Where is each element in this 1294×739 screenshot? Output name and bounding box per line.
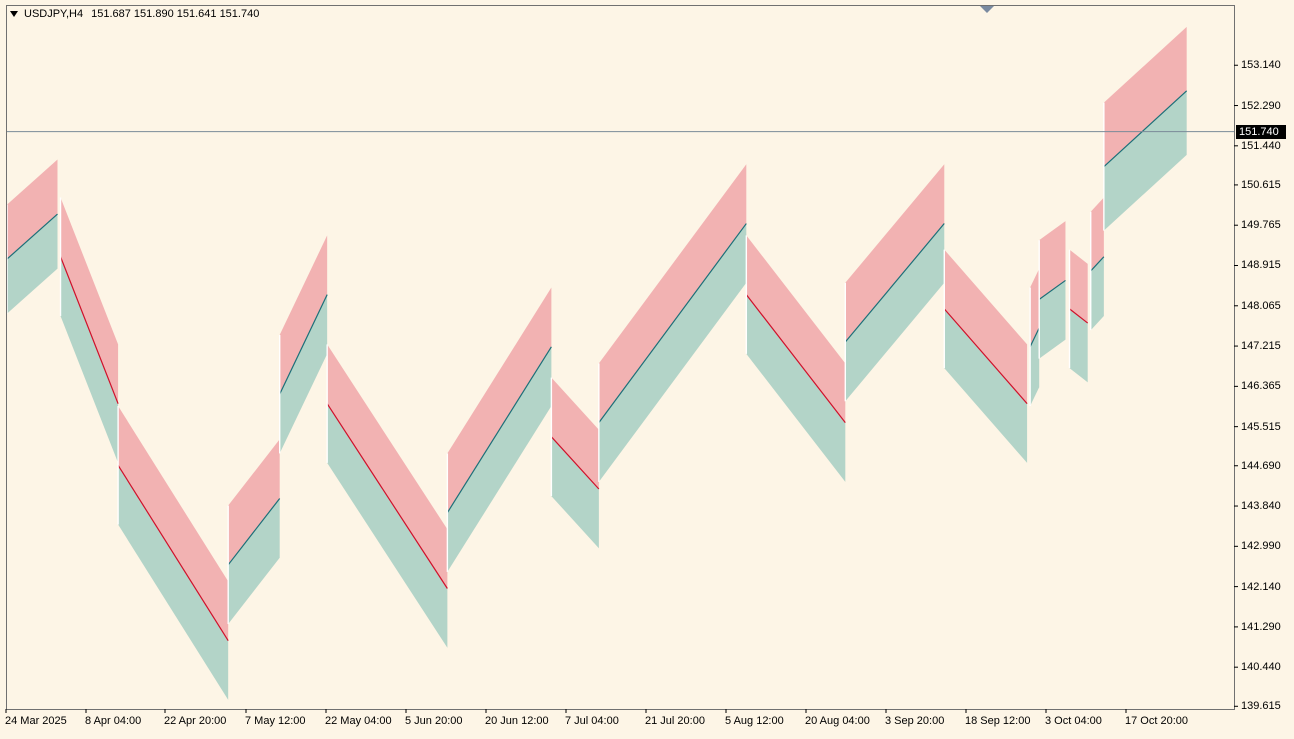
uptrend-midline	[1090, 256, 1105, 272]
downtrend-midline	[117, 464, 229, 641]
upper-band-segment	[118, 406, 229, 641]
chart-shift-marker-icon[interactable]	[980, 6, 994, 13]
price-tick-label: 150.615	[1241, 178, 1281, 191]
upper-band-segment	[1030, 268, 1040, 347]
lower-band-segment	[1090, 256, 1104, 331]
lower-band-segment	[447, 346, 552, 572]
upper-band-segment	[598, 164, 747, 423]
uptrend-midline	[1029, 327, 1040, 348]
time-tick-label: 3 Oct 04:00	[1045, 715, 1102, 727]
lower-band-segment	[228, 498, 280, 625]
lower-band-segment	[551, 436, 599, 549]
lower-band-segment	[327, 403, 448, 648]
lower-band-segment	[944, 308, 1028, 463]
dropdown-triangle-icon[interactable]	[10, 11, 18, 17]
bands-layer	[7, 26, 1188, 700]
uptrend-midline	[7, 213, 58, 260]
uptrend-midline	[1103, 90, 1188, 168]
upper-band-segment	[228, 439, 280, 565]
uptrend-midline	[598, 223, 747, 423]
lower-band-segment	[1103, 90, 1187, 231]
time-tick-label: 20 Jun 12:00	[485, 715, 549, 727]
price-tick-label: 144.690	[1241, 459, 1281, 472]
price-tick-label: 142.140	[1241, 580, 1281, 593]
price-tick-label: 143.840	[1241, 500, 1281, 513]
upper-band-segment	[7, 159, 58, 260]
lower-band-segment	[1030, 327, 1040, 407]
lower-band-segment	[279, 294, 328, 454]
symbol-label: USDJPY,H4	[24, 8, 84, 20]
lower-band-segment	[746, 294, 846, 482]
time-tick-label: 22 Apr 20:00	[164, 715, 227, 727]
price-tick-label: 149.765	[1241, 219, 1281, 232]
upper-band-segment	[279, 235, 328, 395]
time-tick-label: 24 Mar 2025	[5, 715, 67, 727]
lower-band-segment	[845, 223, 945, 402]
uptrend-midline	[446, 346, 552, 513]
upper-band-segment	[327, 344, 448, 589]
upper-band-segment	[551, 377, 599, 489]
time-tick-label: 3 Sep 20:00	[885, 715, 945, 727]
price-tick-label: 145.515	[1241, 420, 1281, 433]
time-tick-label: 18 Sep 12:00	[965, 715, 1031, 727]
time-tick-label: 5 Jun 20:00	[405, 715, 463, 727]
price-tick-label: 151.440	[1241, 139, 1281, 152]
upper-band-segment	[944, 249, 1028, 404]
downtrend-midline	[550, 436, 600, 490]
lower-band-segment	[60, 256, 119, 463]
price-tick-label: 146.365	[1241, 380, 1281, 393]
price-tick-label: 141.290	[1241, 620, 1281, 633]
upper-band-segment	[845, 164, 945, 343]
time-tick-label: 21 Jul 20:00	[645, 715, 705, 727]
time-tick-label: 5 Aug 12:00	[725, 715, 784, 727]
uptrend-midline	[227, 498, 281, 566]
time-tick-label: 20 Aug 04:00	[805, 715, 870, 727]
price-tick-label: 147.215	[1241, 340, 1281, 353]
price-tick-label: 148.065	[1241, 299, 1281, 312]
current-price-tag: 151.740	[1236, 124, 1286, 139]
time-tick-label: 7 Jul 04:00	[565, 715, 619, 727]
lower-band-segment	[1039, 280, 1066, 359]
price-tick-label: 152.290	[1241, 99, 1281, 112]
lower-band-segment	[7, 214, 58, 314]
downtrend-midline	[326, 403, 448, 589]
ohlc-values: 151.687 151.890 151.641 151.740	[91, 8, 260, 20]
upper-band-segment	[1090, 197, 1104, 271]
lower-band-segment	[118, 465, 229, 700]
symbol-header[interactable]: USDJPY,H4 151.687 151.890 151.641 151.74…	[10, 8, 259, 20]
uptrend-midline	[844, 223, 945, 343]
time-tick-label: 22 May 04:00	[325, 715, 392, 727]
upper-band-segment	[1069, 249, 1088, 324]
time-tick-label: 8 Apr 04:00	[85, 715, 142, 727]
time-tick-label: 17 Oct 20:00	[1125, 715, 1188, 727]
price-tick-label: 139.615	[1241, 700, 1281, 713]
price-tick-label: 153.140	[1241, 59, 1281, 72]
time-tick-label: 7 May 12:00	[245, 715, 306, 727]
upper-band-segment	[60, 197, 119, 404]
lower-band-segment	[1069, 308, 1088, 383]
price-tick-label: 142.990	[1241, 540, 1281, 553]
downtrend-midline	[1069, 308, 1089, 324]
uptrend-midline	[1038, 279, 1066, 300]
upper-band-segment	[1039, 221, 1066, 300]
lower-band-segment	[598, 223, 747, 482]
downtrend-midline	[59, 256, 119, 404]
upper-band-segment	[447, 287, 552, 513]
downtrend-midline	[745, 294, 846, 423]
price-tick-label: 148.915	[1241, 259, 1281, 272]
uptrend-midline	[279, 294, 328, 395]
downtrend-midline	[943, 308, 1028, 405]
upper-band-segment	[746, 235, 846, 423]
price-tick-label: 140.440	[1241, 661, 1281, 674]
